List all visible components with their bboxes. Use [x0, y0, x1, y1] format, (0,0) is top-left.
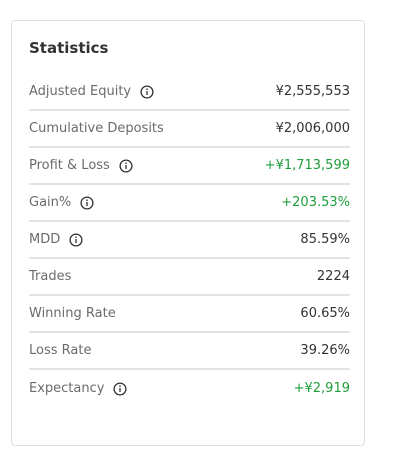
stat-value: 39.26% — [300, 343, 350, 358]
stat-row: Loss Rate 39.26% — [29, 333, 350, 370]
stat-label-group: Winning Rate — [29, 306, 116, 321]
stat-value: 2224 — [316, 269, 350, 284]
info-icon[interactable] — [119, 158, 133, 173]
stat-label: Cumulative Deposits — [29, 121, 164, 136]
stat-row: Profit & Loss +¥1,713,599 — [29, 148, 350, 185]
statistics-list: Adjusted Equity ¥2,555,553 Cumulative Depo… — [29, 74, 350, 407]
info-icon[interactable] — [80, 195, 94, 210]
stat-value: 60.65% — [300, 306, 350, 321]
stat-label: Loss Rate — [29, 343, 92, 358]
stat-label: Profit & Loss — [29, 158, 110, 173]
stat-value: ¥2,555,553 — [275, 84, 350, 99]
stat-value: +¥2,919 — [293, 381, 350, 396]
stat-label: Trades — [29, 269, 72, 284]
stat-row: MDD 85.59% — [29, 222, 350, 259]
stat-row: Winning Rate 60.65% — [29, 296, 350, 333]
stat-value: 85.59% — [300, 232, 350, 247]
stat-label: Expectancy — [29, 381, 105, 396]
info-icon[interactable] — [69, 232, 83, 247]
stat-row: Gain% +203.53% — [29, 185, 350, 222]
stat-row: Adjusted Equity ¥2,555,553 — [29, 74, 350, 111]
stat-label-group: Trades — [29, 269, 71, 284]
stat-label-group: Profit & Loss — [29, 158, 133, 173]
stat-row: Trades 2224 — [29, 259, 350, 296]
stat-label: Gain% — [29, 195, 72, 210]
stat-value: +¥1,713,599 — [264, 158, 350, 173]
stat-label-group: Gain% — [29, 195, 94, 210]
stat-label: Winning Rate — [29, 306, 116, 321]
stat-row: Expectancy +¥2,919 — [29, 370, 350, 407]
card-title: Statistics — [29, 39, 109, 57]
stat-label-group: Cumulative Deposits — [29, 121, 164, 136]
stat-value: +203.53% — [281, 195, 350, 210]
stat-label: MDD — [29, 232, 61, 247]
stat-label-group: Loss Rate — [29, 343, 91, 358]
info-icon[interactable] — [113, 381, 128, 396]
statistics-card: Statistics Adjusted Equity ¥2,555,553 Cumu… — [11, 20, 365, 446]
stat-value: ¥2,006,000 — [275, 121, 350, 136]
info-icon[interactable] — [140, 84, 154, 99]
stat-label: Adjusted Equity — [29, 84, 132, 99]
stat-label-group: MDD — [29, 232, 83, 247]
stat-row: Cumulative Deposits ¥2,006,000 — [29, 111, 350, 148]
stat-label-group: Expectancy — [29, 381, 128, 396]
stat-label-group: Adjusted Equity — [29, 84, 154, 99]
